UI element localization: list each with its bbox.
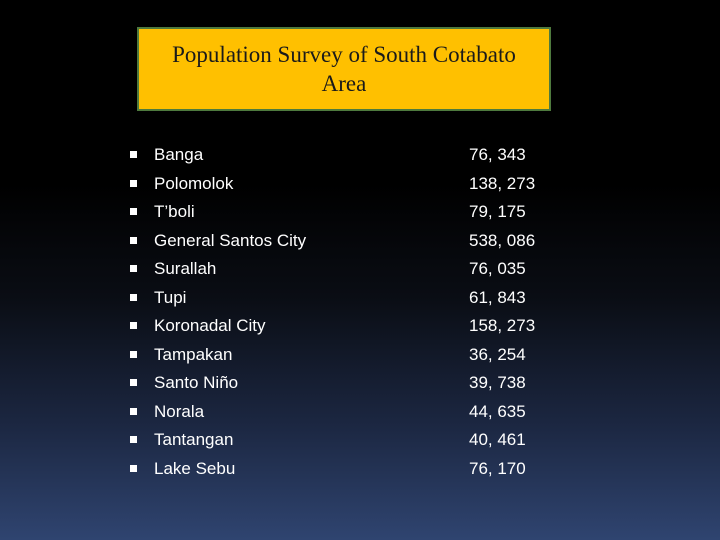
municipality-name: Banga — [154, 145, 204, 164]
list-item: T’boli 79, 175 — [0, 197, 720, 226]
municipality-name: Santo Niño — [154, 373, 239, 392]
square-bullet-icon — [130, 236, 137, 244]
population-value: 538, 086 — [469, 230, 536, 250]
list-item: General Santos City 538, 086 — [0, 226, 720, 255]
title-line-1: Population Survey of South Cotabato — [172, 42, 516, 67]
list-item: Lake Sebu 76, 170 — [0, 454, 720, 483]
list-item: Polomolok 138, 273 — [0, 169, 720, 198]
square-bullet-icon — [130, 151, 137, 158]
population-value: 61, 843 — [469, 287, 526, 307]
municipality-name: Koronadal City — [154, 316, 266, 335]
population-value: 40, 461 — [469, 430, 526, 449]
population-value: 76, 170 — [469, 458, 526, 478]
municipality-name: Polomolok — [154, 173, 234, 193]
municipality-name: Lake Sebu — [154, 458, 236, 478]
population-value: 76, 343 — [469, 145, 526, 164]
municipality-name: Tampakan — [154, 344, 233, 364]
list-item: Santo Niño 39, 738 — [0, 368, 720, 397]
municipality-name: T’boli — [154, 202, 195, 221]
list-item: Norala 44, 635 — [0, 397, 720, 426]
municipality-name: Norala — [154, 401, 205, 421]
population-value: 158, 273 — [469, 316, 536, 335]
list-item: Koronadal City 158, 273 — [0, 311, 720, 340]
square-bullet-icon — [130, 265, 137, 272]
square-bullet-icon — [130, 293, 137, 301]
population-value: 44, 635 — [469, 401, 526, 421]
population-value: 36, 254 — [469, 344, 526, 364]
municipality-name: Tupi — [154, 287, 187, 307]
square-bullet-icon — [130, 464, 137, 472]
title-box: Population Survey of South Cotabato Area — [137, 27, 551, 111]
slide-title: Population Survey of South Cotabato Area — [144, 40, 544, 98]
list-item: Tantangan 40, 461 — [0, 425, 720, 454]
population-value: 79, 175 — [469, 202, 526, 221]
square-bullet-icon — [130, 350, 137, 358]
square-bullet-icon — [130, 208, 137, 215]
list-item: Tampakan 36, 254 — [0, 340, 720, 369]
municipality-name: General Santos City — [154, 230, 307, 250]
list-item: Banga 76, 343 — [0, 140, 720, 169]
population-value: 76, 035 — [469, 259, 526, 278]
square-bullet-icon — [130, 407, 137, 415]
square-bullet-icon — [130, 379, 137, 386]
list-item: Surallah 76, 035 — [0, 254, 720, 283]
population-value: 39, 738 — [469, 373, 526, 392]
list-item: Tupi 61, 843 — [0, 283, 720, 312]
population-list: Banga 76, 343 Polomolok 138, 273 T’boli … — [0, 140, 720, 482]
municipality-name: Tantangan — [154, 430, 234, 449]
square-bullet-icon — [130, 436, 137, 443]
population-value: 138, 273 — [469, 173, 536, 193]
square-bullet-icon — [130, 179, 137, 187]
square-bullet-icon — [130, 322, 137, 329]
municipality-name: Surallah — [154, 259, 217, 278]
title-line-2: Area — [321, 71, 367, 96]
